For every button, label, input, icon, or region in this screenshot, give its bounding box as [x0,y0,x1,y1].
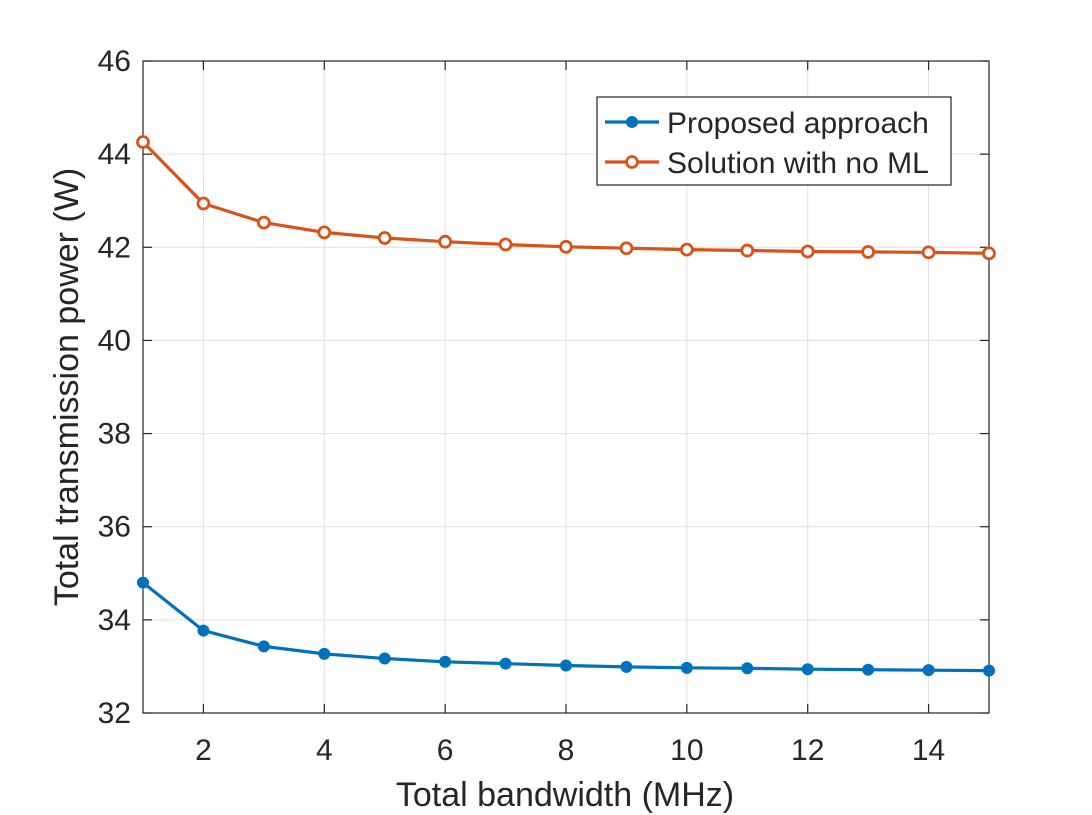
x-tick-label: 10 [670,734,703,767]
legend-label: Solution with no ML [667,147,929,180]
data-point [740,243,755,258]
data-point [982,246,996,261]
data-point [439,655,452,668]
legend: Proposed approach Solution with no ML [596,96,952,186]
data-point [197,624,210,637]
series-1 [137,576,995,677]
data-point [862,663,875,676]
legend-marker [626,116,638,128]
series-2 [136,135,996,261]
data-point [378,652,391,665]
data-point [741,662,754,675]
data-point [559,239,573,254]
y-tick-label: 46 [98,45,131,78]
legend-marker [625,155,639,169]
data-point [619,241,634,256]
series-lines [136,135,996,677]
data-point [620,660,633,673]
x-axis-label: Total bandwidth (MHz) [396,776,734,814]
y-tick-label: 40 [98,324,131,357]
data-point [196,196,211,211]
x-tick-label: 12 [791,734,824,767]
x-tick-label: 14 [912,734,945,767]
data-point [377,231,392,245]
y-tick-label: 36 [98,511,131,544]
data-point [256,215,271,230]
y-tick-label: 38 [98,418,131,451]
x-tick-label: 6 [437,734,454,767]
data-point [801,663,814,676]
y-tick-label: 42 [98,231,131,264]
x-tick-label: 8 [558,734,575,767]
y-axis-label: Total transmission power (W) [48,168,86,606]
data-point [317,225,332,240]
data-point [438,234,453,249]
data-point [257,640,270,653]
y-tick-label: 44 [98,138,131,171]
data-point [498,237,513,252]
data-point [560,659,572,672]
data-point [800,244,815,259]
x-tick-label: 4 [316,734,333,767]
data-point [861,245,876,259]
legend-box [596,96,952,186]
data-point [922,664,935,677]
y-tick-label: 34 [98,604,131,637]
data-point [137,576,149,589]
data-point [921,245,936,260]
data-point [680,661,693,674]
data-point [983,664,995,677]
y-tick-label: 32 [98,697,131,730]
data-point [679,242,694,257]
x-tick-label: 2 [195,734,212,767]
data-point [318,647,331,660]
data-point [499,657,512,670]
data-point [136,135,150,149]
legend-label: Proposed approach [667,107,929,140]
